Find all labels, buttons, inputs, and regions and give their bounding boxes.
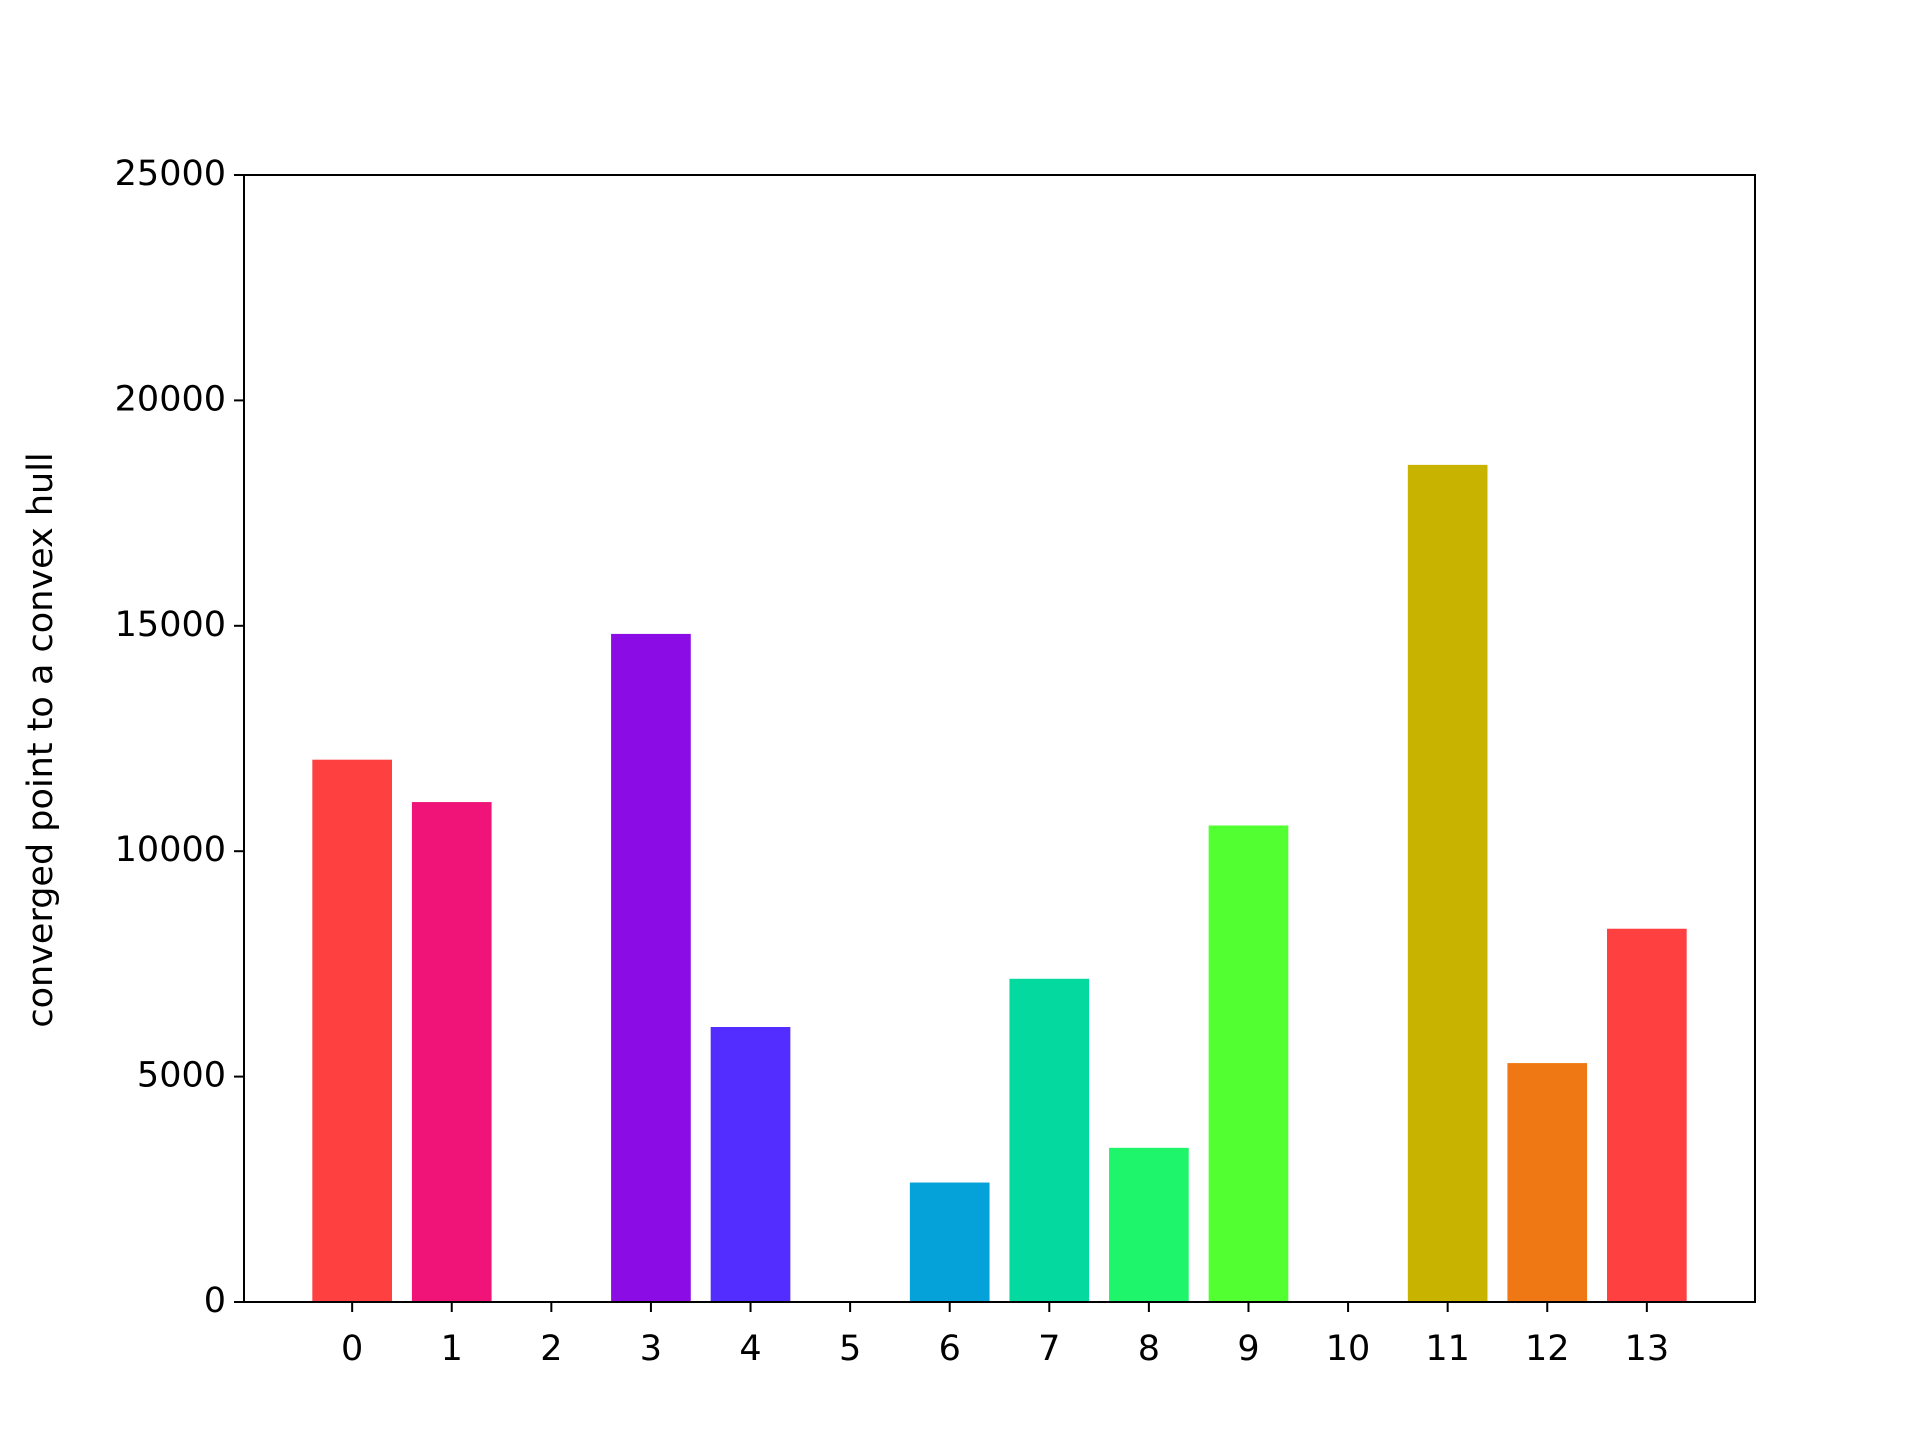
bar [611, 633, 691, 1302]
plot-frame [243, 174, 1756, 1303]
bar [312, 759, 392, 1302]
y-tick-label: 0 [204, 1281, 226, 1321]
x-tick-label: 6 [939, 1329, 961, 1369]
y-axis-label: converged point to a convex hull [21, 452, 61, 1027]
bar [1208, 825, 1289, 1302]
y-tick-label: 25000 [115, 154, 226, 194]
bar [1407, 464, 1488, 1303]
x-tick-label: 2 [540, 1329, 562, 1369]
x-tick-label: 10 [1326, 1329, 1371, 1369]
bar [909, 1182, 990, 1302]
y-tick-label: 10000 [115, 830, 226, 870]
bar [1009, 978, 1090, 1302]
bar [710, 1027, 791, 1302]
bar [411, 802, 492, 1302]
x-tick-label: 12 [1525, 1329, 1570, 1369]
x-tick-label: 3 [640, 1329, 662, 1369]
x-tick-label: 5 [839, 1329, 861, 1369]
y-tick-label: 15000 [115, 605, 226, 645]
x-tick-label: 1 [441, 1329, 463, 1369]
bar [1607, 928, 1687, 1302]
x-tick-label: 7 [1038, 1329, 1060, 1369]
y-tick-label: 5000 [137, 1056, 226, 1096]
x-tick-label: 4 [739, 1329, 761, 1369]
x-tick-label: 9 [1237, 1329, 1259, 1369]
x-tick-label: 8 [1138, 1329, 1160, 1369]
x-tick-label: 13 [1625, 1329, 1670, 1369]
x-tick-label: 0 [341, 1329, 363, 1369]
bar [1507, 1063, 1588, 1302]
bar [1109, 1147, 1189, 1302]
y-tick-label: 20000 [115, 379, 226, 419]
x-tick-label: 11 [1425, 1329, 1470, 1369]
